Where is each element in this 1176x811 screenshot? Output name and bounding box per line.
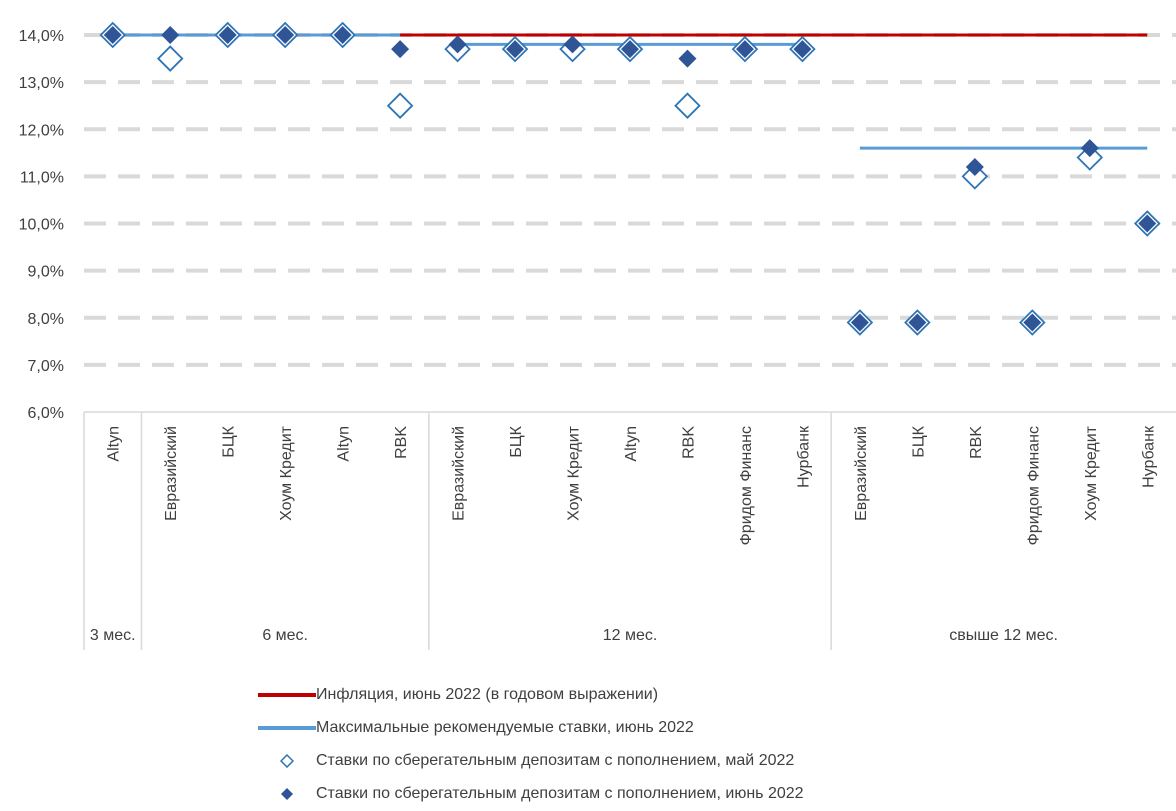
june-rate-marker <box>621 40 639 59</box>
june-rate-marker <box>103 26 122 44</box>
x-tick-label: Altyn <box>336 426 353 462</box>
june-rate-marker <box>448 35 467 54</box>
x-tick-label: Нурбанк <box>795 425 812 488</box>
x-tick-label: Евразийский <box>853 426 870 521</box>
filled-diamond-icon <box>258 784 316 804</box>
x-tick-label: Фридом Финанс <box>738 426 755 545</box>
legend: Инфляция, июнь 2022 (в годовом выражении… <box>258 678 1158 810</box>
june-rate-marker <box>965 157 984 176</box>
x-tick-label: Евразийский <box>451 426 468 521</box>
x-tick-label: Евразийский <box>163 426 180 521</box>
x-tick-label: RBK <box>393 426 410 459</box>
x-tick-label: Хоум Кредит <box>278 425 295 521</box>
red-line-icon <box>258 685 316 705</box>
may-rate-marker <box>674 92 701 119</box>
june-rate-marker <box>678 49 697 68</box>
y-tick-label: 8,0% <box>28 311 64 328</box>
x-tick-label: БЦК <box>910 425 927 457</box>
june-rate-marker <box>161 26 180 44</box>
x-tick-label: БЦК <box>508 425 525 457</box>
june-rate-marker <box>218 26 237 44</box>
y-tick-label: 12,0% <box>19 122 64 139</box>
x-tick-label: RBK <box>680 426 697 459</box>
x-tick-label: Altyn <box>623 426 640 462</box>
legend-label: Инфляция, июнь 2022 (в годовом выражении… <box>316 685 659 703</box>
x-tick-label: Altyn <box>106 426 123 462</box>
x-tick-label: Нурбанк <box>1140 425 1157 488</box>
y-tick-label: 13,0% <box>19 75 64 92</box>
june-rate-marker <box>793 40 812 59</box>
gridlines <box>84 33 1176 367</box>
x-tick-label: БЦК <box>221 425 238 457</box>
june-rate-marker <box>276 26 295 44</box>
may-rate-marker <box>961 163 989 190</box>
june-rate-marker <box>735 40 754 59</box>
x-tick-label: RBK <box>968 426 985 459</box>
x-tick-label: Хоум Кредит <box>1083 425 1100 521</box>
x-axis: Altyn Евразийский БЦК Хоум Кредит Altyn RBK Ев… <box>83 411 1176 650</box>
series-markers <box>99 21 1161 336</box>
may-rate-marker <box>1076 144 1104 171</box>
y-tick-label: 7,0% <box>28 358 64 375</box>
legend-label: Ставки по сберегательным депозитам с поп… <box>316 784 804 802</box>
group-label: 12 мес. <box>603 627 658 644</box>
june-rate-marker <box>333 26 352 44</box>
y-tick-label: 9,0% <box>28 264 64 281</box>
legend-item-max-rate: Максимальные рекомендуемые ставки, июнь … <box>258 711 1158 744</box>
june-rate-marker <box>1138 214 1157 233</box>
june-rate-marker <box>850 313 869 332</box>
may-rate-marker <box>156 45 184 72</box>
y-tick-label: 6,0% <box>28 405 64 422</box>
y-tick-label: 14,0% <box>19 28 64 45</box>
june-rate-marker <box>1080 139 1099 158</box>
x-tick-label: Хоум Кредит <box>566 425 583 521</box>
chart: 6,0% 7,0% 8,0% 9,0% 10,0% 11,0% 12,0% 13,0% 14,0… <box>19 21 1176 650</box>
group-label: 6 мес. <box>262 627 308 644</box>
y-tick-label: 10,0% <box>19 217 64 234</box>
legend-label: Ставки по сберегательным депозитам с поп… <box>316 751 795 769</box>
group-label: свыше 12 мес. <box>949 627 1058 644</box>
may-rate-marker <box>386 92 414 119</box>
hollow-diamond-icon <box>258 751 316 771</box>
june-rate-marker <box>506 40 525 59</box>
y-tick-label: 11,0% <box>20 169 64 186</box>
legend-item-inflation: Инфляция, июнь 2022 (в годовом выражении… <box>258 678 1158 711</box>
legend-label: Максимальные рекомендуемые ставки, июнь … <box>316 718 694 736</box>
x-tick-label: Фридом Финанс <box>1025 426 1042 545</box>
group-label: 3 мес. <box>90 627 136 644</box>
legend-item-june: Ставки по сберегательным депозитам с поп… <box>258 777 1158 810</box>
y-axis: 6,0% 7,0% 8,0% 9,0% 10,0% 11,0% 12,0% 13,0% 14,0… <box>19 28 64 422</box>
june-rate-marker <box>1023 313 1042 332</box>
june-rate-marker <box>391 40 410 59</box>
blue-line-icon <box>258 718 316 738</box>
legend-item-may: Ставки по сберегательным депозитам с поп… <box>258 744 1158 777</box>
june-rate-marker <box>563 35 582 54</box>
june-rate-marker <box>908 313 927 332</box>
